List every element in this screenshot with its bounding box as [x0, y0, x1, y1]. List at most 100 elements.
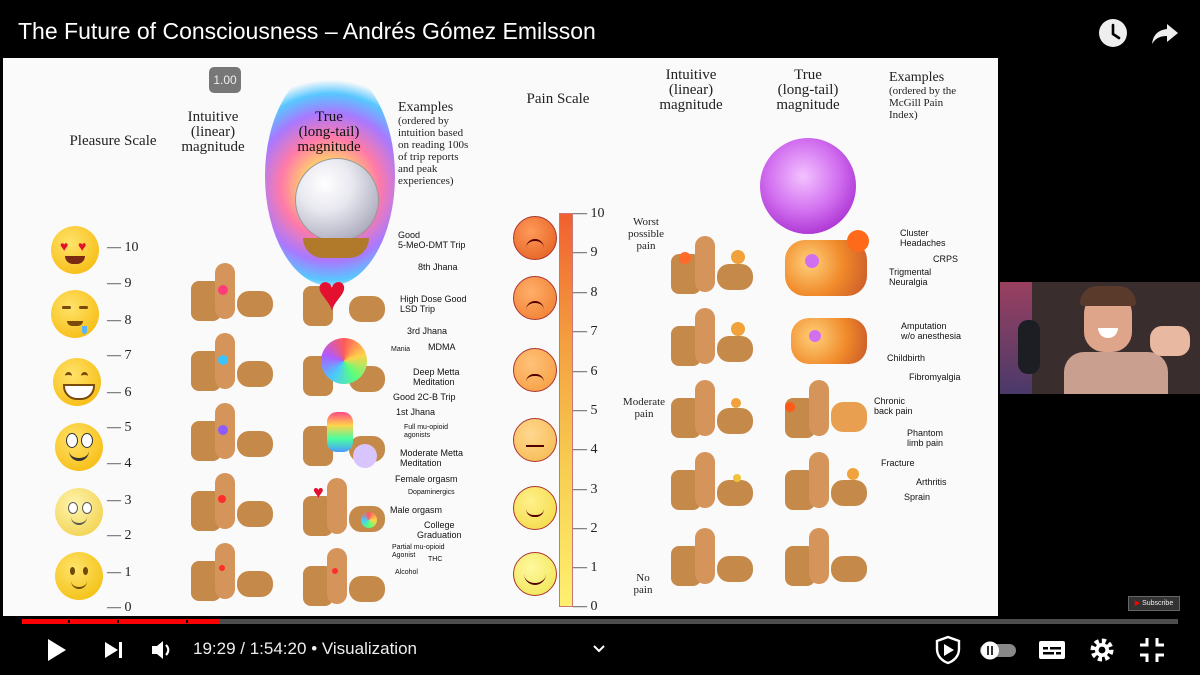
youtube-logo-icon: ▶: [1134, 600, 1141, 607]
sitting-figure-image: [671, 236, 755, 296]
sitting-figure-image: [303, 548, 387, 608]
example-phantom-limb: Phantom limb pain: [907, 428, 944, 448]
sitting-figure-image: [191, 473, 275, 533]
example-moderate-metta: Moderate Metta Meditation: [400, 448, 464, 468]
slight-smile-emoji: [55, 488, 103, 536]
play-icon[interactable]: [40, 634, 72, 666]
sitting-figure-image: ♥: [303, 478, 387, 538]
chapter-title[interactable]: • Visualization: [311, 639, 417, 658]
current-time: 19:29: [193, 639, 236, 658]
clock-icon[interactable]: [1098, 18, 1128, 48]
heart-eyes-emoji: ♥ ♥: [51, 226, 99, 274]
severe-pain-face: [513, 276, 557, 320]
pain-tick-3: — 3: [573, 482, 598, 497]
sitting-figure-image: [191, 333, 275, 393]
pain-tick-10: — 10: [573, 206, 605, 221]
pain-scale-heading: Pain Scale: [526, 91, 590, 107]
example-deep-metta: Deep Metta Meditation: [413, 367, 460, 387]
video-title[interactable]: The Future of Consciousness – Andrés Góm…: [18, 18, 596, 44]
duration: 1:54:20: [249, 639, 307, 658]
pain-col-true: True (long-tail) magnitude: [776, 67, 840, 113]
gear-icon[interactable]: [1086, 634, 1118, 666]
pleasure-col-examples: Examples (ordered by intuition based on …: [398, 100, 469, 187]
drooling-emoji: [51, 290, 99, 338]
sitting-figure-image: [785, 528, 869, 588]
example-childbirth: Childbirth: [887, 353, 926, 363]
pain-col-intuitive: Intuitive (linear) magnitude: [659, 67, 723, 113]
example-sprain: Sprain: [904, 492, 931, 502]
rainbow-rose-figure-image: [303, 338, 387, 398]
example-dopaminergics: Dopaminergics: [408, 489, 455, 496]
pleasure-tick-9: — 9: [107, 276, 132, 291]
captions-icon[interactable]: [1036, 634, 1068, 666]
shield-icon[interactable]: [932, 634, 964, 666]
purple-sphere-image: [760, 138, 856, 234]
example-mania: Mania: [391, 346, 411, 353]
mild-pain-face: [513, 486, 557, 530]
pleasure-tick-2: — 2: [107, 528, 132, 543]
pleasure-scale-heading: Pleasure Scale: [69, 133, 157, 149]
sitting-figure-image: [191, 543, 275, 603]
sitting-figure-image: [191, 263, 275, 323]
time-display: 19:29 / 1:54:20 • Visualization: [193, 639, 417, 658]
pleasure-tick-3: — 3: [107, 493, 132, 508]
chapter-markers: [22, 620, 1178, 623]
sitting-figure-image: [671, 452, 755, 512]
pain-tick-1: — 1: [573, 560, 598, 575]
sitting-figure-image: [191, 403, 275, 463]
example-good-5meo: Good 5-MeO-DMT Trip: [398, 230, 466, 250]
example-1st-jhana: 1st Jhana: [396, 407, 436, 417]
pain-tick-5: — 5: [573, 403, 598, 418]
speed-badge[interactable]: 1.00: [209, 67, 241, 93]
pain-gradient-bar: [559, 213, 573, 607]
example-male-orgasm: Male orgasm: [390, 505, 443, 515]
pleasure-tick-5: — 5: [107, 420, 132, 435]
sitting-figure-image: [785, 452, 869, 512]
neutral-smile-emoji: [55, 552, 103, 600]
example-alcohol: Alcohol: [395, 569, 418, 576]
example-arthritis: Arthritis: [916, 477, 947, 487]
smiling-emoji: [55, 423, 103, 471]
example-cluster-headaches: Cluster Headaches: [900, 228, 946, 248]
example-chronic-back-pain: Chronic back pain: [874, 396, 913, 416]
subscribe-watermark[interactable]: ▶ Subscribe: [1128, 596, 1180, 611]
rainbow-figure-image: [303, 408, 387, 468]
pleasure-tick-10: — 10: [107, 240, 139, 255]
chevron-down-icon[interactable]: [586, 636, 612, 662]
example-lsd: High Dose Good LSD Trip: [400, 294, 467, 314]
example-college: College Graduation: [417, 520, 462, 540]
example-mu-opioid: Full mu-opioid agonists: [404, 424, 448, 439]
example-crps: CRPS: [933, 254, 959, 264]
autoplay-toggle-icon[interactable]: [978, 634, 1018, 666]
pleasure-tick-4: — 4: [107, 456, 132, 471]
pain-tick-7: — 7: [573, 324, 598, 339]
volume-icon[interactable]: [146, 634, 178, 666]
sitting-figure-image: [671, 380, 755, 440]
webcam-feed-image: [1000, 282, 1200, 394]
progress-bar-played: [22, 619, 219, 624]
pleasure-tick-1: — 1: [107, 565, 132, 580]
worst-pain-face: [513, 216, 557, 260]
label-worst-pain: Worst possible pain: [627, 216, 665, 252]
label-no-pain: No pain: [633, 572, 653, 596]
pleasure-col-intuitive: Intuitive (linear) magnitude: [181, 109, 245, 155]
pleasure-tick-8: — 8: [107, 313, 132, 328]
moderate-pain-face: [513, 418, 557, 462]
example-8th-jhana: 8th Jhana: [418, 262, 458, 272]
example-trigmental-neuralgia: Trigmental Neuralgia: [889, 267, 932, 287]
pain-tick-6: — 6: [573, 364, 598, 379]
example-3rd-jhana: 3rd Jhana: [407, 326, 448, 336]
pain-tick-9: — 9: [573, 245, 598, 260]
progress-bar[interactable]: [22, 619, 1178, 624]
example-thc: THC: [428, 556, 443, 563]
example-partial-mu: Partial mu-opioid Agonist: [392, 544, 445, 559]
crystal-ball-image: [295, 158, 379, 242]
example-mdma: MDMA: [428, 342, 456, 352]
exit-fullscreen-icon[interactable]: [1136, 634, 1168, 666]
slide: 1.00 Pleasure Scale Intuitive (linear) m…: [3, 58, 998, 616]
share-icon[interactable]: [1150, 18, 1180, 48]
pain-col-examples: Examples (ordered by the McGill Pain Index…: [889, 70, 957, 121]
next-icon[interactable]: [98, 634, 130, 666]
pleasure-tick-6: — 6: [107, 385, 132, 400]
pain-tick-2: — 2: [573, 521, 598, 536]
